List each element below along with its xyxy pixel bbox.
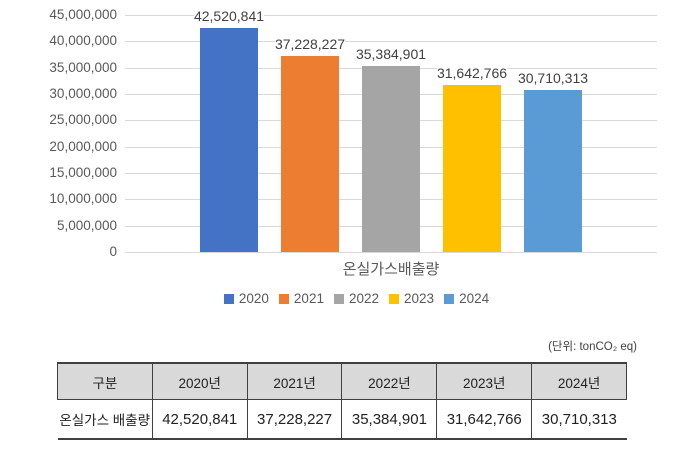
table-header-cell: 2021년 (246, 363, 343, 400)
table-header-cell: 2022년 (341, 363, 438, 400)
legend-item-2020: 2020 (223, 291, 269, 306)
table-cell: 35,384,901 (341, 399, 438, 439)
y-axis-tick-label: 25,000,000 (49, 112, 117, 128)
y-axis-tick-label: 5,000,000 (56, 217, 117, 233)
bar-2024: 30,710,313 (517, 71, 589, 252)
bar-value-label: 31,642,766 (436, 65, 508, 82)
table-header-cell: 2024년 (531, 363, 627, 400)
bar-value-label: 30,710,313 (517, 70, 589, 87)
table-header-cell: 2020년 (151, 363, 248, 400)
gridline (125, 252, 657, 253)
legend-swatch-icon (444, 293, 455, 304)
table-data-row: 온실가스 배출량 42,520,841 37,228,227 35,384,901 31… (57, 399, 627, 439)
bar-value-label: 37,228,227 (274, 35, 346, 52)
legend-label: 2020 (238, 291, 269, 306)
bar-group: 42,520,841 37,228,227 35,384,901 31,642,766… (125, 9, 657, 252)
plot-area: 42,520,841 37,228,227 35,384,901 31,642,766… (125, 9, 657, 253)
table-cell: 온실가스 배출량 (57, 399, 153, 439)
y-axis-tick-label: 40,000,000 (49, 33, 117, 49)
y-axis-tick-label: 35,000,000 (49, 59, 117, 75)
y-axis-tick-label: 30,000,000 (49, 86, 117, 101)
category-label: 온실가스배출량 (342, 261, 440, 278)
legend-item-2021: 2021 (278, 291, 324, 306)
table-body: 온실가스 배출량 42,520,841 37,228,227 35,384,901 31… (57, 399, 627, 439)
table-header-cell: 2023년 (436, 363, 533, 400)
gridline (125, 15, 657, 16)
legend-swatch-icon (389, 293, 400, 304)
bar-2021: 37,228,227 (274, 36, 346, 252)
table-cell: 37,228,227 (246, 399, 343, 439)
unit-note: (단위: tonCO₂ eq) (548, 341, 637, 353)
y-axis: 45,000,000 40,000,000 35,000,000 30,000,000… (0, 0, 117, 300)
table-cell: 42,520,841 (151, 399, 248, 439)
y-axis-tick-label: 15,000,000 (49, 165, 117, 180)
table-header-cell: 구분 (57, 363, 153, 400)
bar-2020: 42,520,841 (193, 9, 265, 252)
y-axis-tick-label: 10,000,000 (49, 191, 117, 207)
legend-label: 2021 (293, 291, 324, 306)
y-axis-tick-label: 20,000,000 (49, 138, 117, 154)
legend-item-2022: 2022 (333, 291, 380, 306)
legend-swatch-icon (278, 293, 289, 304)
legend-item-2023: 2023 (389, 291, 434, 306)
legend-label: 2022 (348, 291, 380, 306)
bar-value-label: 35,384,901 (355, 45, 427, 62)
legend-label: 2024 (459, 291, 490, 306)
legend-swatch-icon (333, 293, 344, 304)
chart-legend: 2020 2021 2022 2023 2024 (0, 291, 699, 306)
table-header-row: 구분 2020년 2021년 2022년 2023년 2024년 (57, 363, 627, 400)
emissions-data-table: 구분 2020년 2021년 2022년 2023년 2024년 온실가스 배출량 42,5… (57, 362, 627, 440)
bar-2023: 31,642,766 (436, 66, 508, 252)
y-axis-tick-label: 0 (109, 244, 117, 259)
table-cell: 30,710,313 (531, 399, 627, 439)
table-cell: 31,642,766 (436, 399, 533, 439)
bar-value-label: 42,520,841 (193, 8, 265, 25)
legend-label: 2023 (404, 291, 435, 306)
y-axis-tick-label: 45,000,000 (49, 7, 117, 22)
legend-swatch-icon (223, 293, 234, 304)
legend-item-2024: 2024 (444, 291, 489, 306)
bar-2022: 35,384,901 (355, 46, 427, 252)
gridline (125, 41, 657, 43)
